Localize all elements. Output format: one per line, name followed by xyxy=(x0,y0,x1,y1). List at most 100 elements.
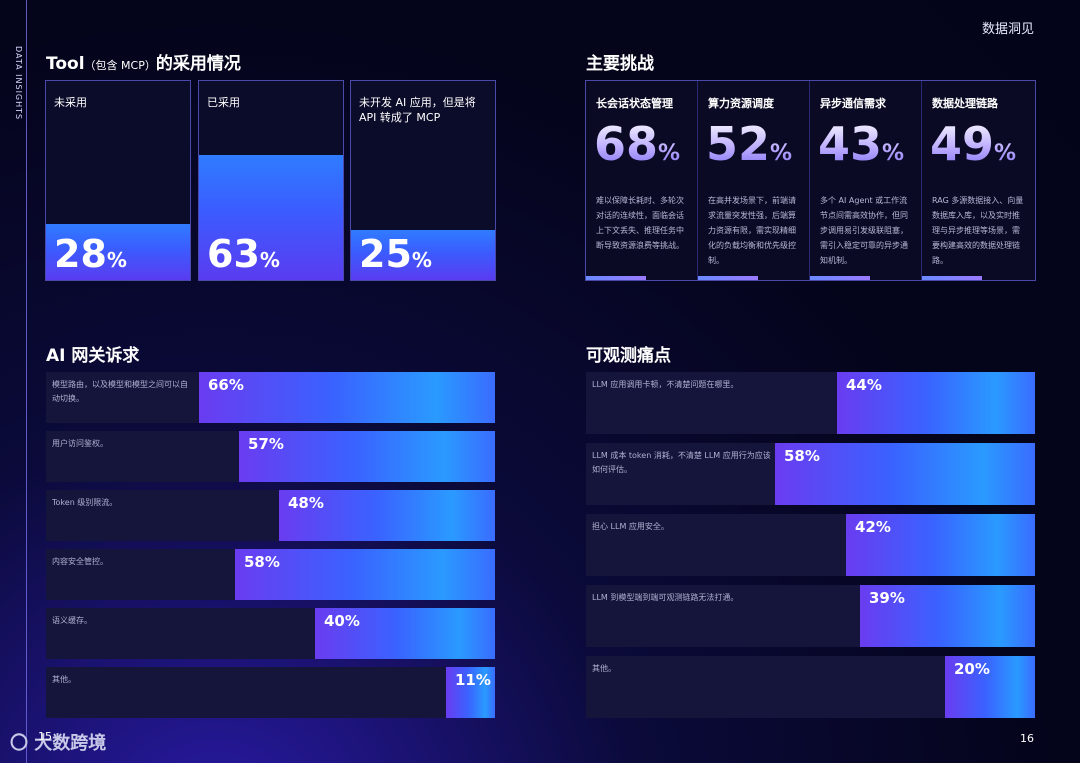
bar-percent: 40% xyxy=(324,612,360,630)
challenge-card-percent: 49% xyxy=(930,117,1017,171)
side-label: DATA INSIGHTS xyxy=(14,46,23,121)
bar-label: 担心 LLM 应用安全。 xyxy=(592,522,669,531)
tool-card-adopted: 已采用 63% xyxy=(198,80,344,281)
bar-percent: 57% xyxy=(248,435,284,453)
challenge-divider xyxy=(697,81,698,280)
bar-fill xyxy=(837,372,1035,434)
challenge-card-desc: 在高并发场景下，前端请求流量突发性强，后端算力资源有限，需实现精细化的负载均衡和… xyxy=(708,196,796,265)
challenge-card-value: 49 xyxy=(930,117,995,171)
page-number-right: 16 xyxy=(1020,732,1034,745)
bar-label: 语义缓存。 xyxy=(52,616,92,625)
challenge-card-desc: RAG 多源数据接入、向量数据库入库，以及实时推理与异步推理等场景，需要构建高效… xyxy=(932,196,1024,265)
challenge-card-desc: 难以保障长耗时、多轮次对话的连续性，面临会话上下文丢失、推理任务中断导致资源浪费… xyxy=(596,196,684,250)
bar-percent: 39% xyxy=(869,589,905,607)
bar-fill xyxy=(235,549,495,600)
challenge-card-accent xyxy=(586,276,646,280)
challenge-card-data: 数据处理链路 49% RAG 多源数据接入、向量数据库入库，以及实时推理与异步推… xyxy=(922,81,1035,280)
challenge-card-percent: 52% xyxy=(706,117,793,171)
bar-percent: 48% xyxy=(288,494,324,512)
tool-card-label: 未采用 xyxy=(54,96,87,109)
challenge-card-accent xyxy=(810,276,870,280)
bar-row: LLM 应用调用卡顿，不清楚问题在哪里。 44% xyxy=(586,372,1035,434)
challenge-divider xyxy=(809,81,810,280)
gateway-section-title: AI 网关诉求 xyxy=(46,346,140,366)
challenge-card-percent: 43% xyxy=(818,117,905,171)
logo-text: 大数跨境 xyxy=(34,733,107,754)
challenge-card-title: 异步通信需求 xyxy=(820,97,886,110)
tool-card-value: 25 xyxy=(359,232,412,276)
challenge-card-accent xyxy=(922,276,982,280)
bar-percent: 20% xyxy=(954,660,990,678)
bar-fill xyxy=(199,372,495,423)
bar-fill xyxy=(945,656,1035,718)
tool-card-fill xyxy=(46,224,190,280)
bar-fill xyxy=(279,490,495,541)
bar-percent: 42% xyxy=(855,518,891,536)
tool-card-not-adopted: 未采用 28% xyxy=(45,80,191,281)
bar-row: 内容安全管控。 58% xyxy=(46,549,495,600)
bar-row: 担心 LLM 应用安全。 42% xyxy=(586,514,1035,576)
logo-icon: 〇 xyxy=(10,733,28,754)
tool-card-api-to-mcp: 未开发 AI 应用，但是将 API 转成了 MCP 25% xyxy=(350,80,496,281)
bar-percent: 58% xyxy=(784,447,820,465)
challenge-card-percent: 68% xyxy=(594,117,681,171)
bar-label: 内容安全管控。 xyxy=(52,557,108,566)
observe-section-title: 可观测痛点 xyxy=(586,346,671,366)
bar-fill xyxy=(775,443,1035,505)
bar-row: LLM 成本 token 消耗，不清楚 LLM 应用行为应该如何评估。 58% xyxy=(586,443,1035,505)
tool-card-percent: 28% xyxy=(54,232,127,276)
side-divider xyxy=(26,0,27,763)
tool-title-suffix: 的采用情况 xyxy=(155,54,241,74)
challenge-card-title: 算力资源调度 xyxy=(708,97,774,110)
bar-row: 其他。 11% xyxy=(46,667,495,718)
tool-card-percent: 25% xyxy=(359,232,432,276)
tool-card-label: 未开发 AI 应用，但是将 API 转成了 MCP xyxy=(359,96,476,124)
bar-label: LLM 成本 token 消耗，不清楚 LLM 应用行为应该如何评估。 xyxy=(592,451,771,474)
bar-label: 模型路由，以及模型和模型之间可以自动切换。 xyxy=(52,380,188,403)
bar-row: 模型路由，以及模型和模型之间可以自动切换。 66% xyxy=(46,372,495,423)
bar-fill xyxy=(446,667,495,718)
bar-percent: 66% xyxy=(208,376,244,394)
challenge-panel xyxy=(585,80,1036,281)
tool-title-main: Tool xyxy=(46,54,85,74)
tool-card-label: 已采用 xyxy=(207,96,240,109)
bar-fill xyxy=(315,608,495,659)
challenge-card-title: 数据处理链路 xyxy=(932,97,998,110)
tool-card-fill xyxy=(351,230,495,280)
bar-row: Token 级别限流。 48% xyxy=(46,490,495,541)
bar-label: LLM 应用调用卡顿，不清楚问题在哪里。 xyxy=(592,380,739,389)
challenge-section-title: 主要挑战 xyxy=(586,54,654,74)
bar-label: Token 级别限流。 xyxy=(52,498,118,507)
challenge-divider xyxy=(921,81,922,280)
bar-row: 其他。 20% xyxy=(586,656,1035,718)
section-header-label: 数据洞见 xyxy=(981,22,1034,37)
bar-percent: 11% xyxy=(455,671,491,689)
bar-fill xyxy=(239,431,495,482)
challenge-card-desc: 多个 AI Agent 或工作流节点间需高效协作，但同步调用易引发级联阻塞，需引… xyxy=(820,196,908,265)
challenge-card-compute: 算力资源调度 52% 在高并发场景下，前端请求流量突发性强，后端算力资源有限，需… xyxy=(698,81,809,280)
challenge-card-value: 68 xyxy=(594,117,659,171)
bar-fill xyxy=(860,585,1035,647)
challenge-card-session: 长会话状态管理 68% 难以保障长耗时、多轮次对话的连续性，面临会话上下文丢失、… xyxy=(586,81,697,280)
bar-label: 其他。 xyxy=(592,664,616,673)
tool-card-percent: 63% xyxy=(207,232,280,276)
challenge-card-async: 异步通信需求 43% 多个 AI Agent 或工作流节点间需高效协作，但同步调… xyxy=(810,81,921,280)
bar-percent: 58% xyxy=(244,553,280,571)
bar-row: 语义缓存。 40% xyxy=(46,608,495,659)
challenge-card-value: 52 xyxy=(706,117,771,171)
challenge-card-value: 43 xyxy=(818,117,883,171)
bar-label: 其他。 xyxy=(52,675,76,684)
brand-logo: 〇 大数跨境 xyxy=(10,729,106,755)
tool-section-title: Tool（包含 MCP）的采用情况 xyxy=(46,49,241,74)
page-number-left: 15 xyxy=(38,730,52,743)
bar-fill xyxy=(846,514,1035,576)
bar-row: LLM 到模型端到端可观测链路无法打通。 39% xyxy=(586,585,1035,647)
bar-row: 用户访问鉴权。 57% xyxy=(46,431,495,482)
bar-label: LLM 到模型端到端可观测链路无法打通。 xyxy=(592,593,739,602)
tool-card-value: 63 xyxy=(207,232,260,276)
tool-title-small: （包含 MCP） xyxy=(84,59,156,72)
challenge-card-accent xyxy=(698,276,758,280)
challenge-card-title: 长会话状态管理 xyxy=(596,97,673,110)
bar-label: 用户访问鉴权。 xyxy=(52,439,108,448)
